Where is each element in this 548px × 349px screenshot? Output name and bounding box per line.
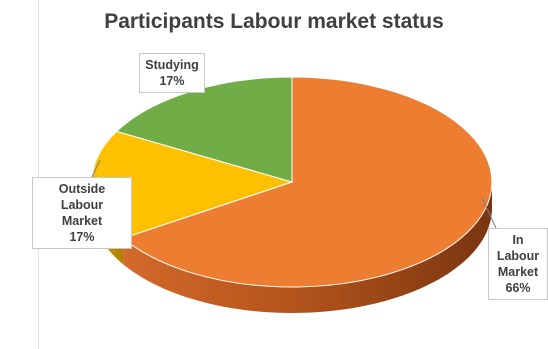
data-label-outside-labour-market: Outside Labour Market 17%: [32, 177, 132, 249]
chart-title: Participants Labour market status: [104, 10, 444, 33]
chart-frame-edge: [38, 0, 39, 349]
data-label-in-labour-market: In Labour Market 66%: [488, 228, 548, 300]
data-label-studying: Studying 17%: [139, 53, 205, 93]
leader-line-in-labour-market: [481, 197, 497, 229]
pie-slice-in-labour-market: [122, 76, 493, 288]
leader-line-outside-labour-market: [91, 159, 101, 178]
pie-side-in-labour-market: [123, 184, 492, 313]
